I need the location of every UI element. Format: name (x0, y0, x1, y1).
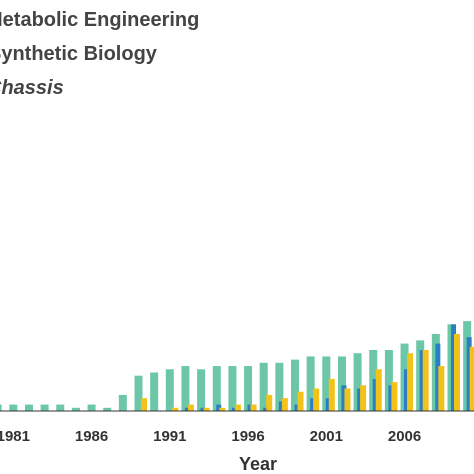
legend-label-synthetic-biology: Synthetic Biology (0, 43, 158, 65)
x-tick-label: 1996 (231, 428, 264, 445)
bar-chassis-2006 (404, 369, 410, 411)
bar-metabolic-engineering-1991 (165, 369, 174, 411)
bar-synthetic-biology-2007 (422, 350, 429, 411)
bar-metabolic-engineering-1997 (259, 362, 268, 411)
bar-synthetic-biology-2010 (469, 346, 474, 411)
bar-synthetic-biology-2008 (438, 366, 445, 411)
bar-chassis-1999 (294, 404, 300, 411)
bar-chassis-1995 (231, 407, 237, 411)
bar-metabolic-engineering-1995 (228, 366, 237, 411)
bar-chassis-2001 (325, 398, 331, 411)
bar-metabolic-engineering-1988 (118, 394, 127, 411)
bar-metabolic-engineering-1989 (134, 375, 143, 411)
bar-synthetic-biology-1991 (172, 407, 179, 411)
bar-chassis-1996 (247, 404, 253, 411)
bar-synthetic-biology-2004 (375, 369, 382, 411)
bar-metabolic-engineering-1990 (150, 372, 159, 411)
bar-synthetic-biology-1989 (141, 398, 147, 411)
bar-chassis-2000 (310, 398, 316, 411)
bar-chassis-1997 (263, 407, 269, 411)
bar-synthetic-biology-2003 (360, 385, 367, 411)
bar-synthetic-biology-2006 (407, 353, 414, 411)
bar-synthetic-biology-1993 (203, 407, 210, 411)
legend-label-metabolic-engineering: Metabolic Engineering (0, 9, 199, 31)
bar-chassis-1993 (200, 407, 206, 411)
bar-metabolic-engineering-1986 (87, 404, 96, 411)
bar-metabolic-engineering-1993 (197, 369, 206, 411)
bar-synthetic-biology-2002 (344, 388, 351, 411)
x-tick-label: 2001 (310, 428, 343, 445)
x-axis-title: Year (239, 454, 277, 474)
bar-metabolic-engineering-2000 (306, 356, 315, 411)
bar-metabolic-engineering-1983 (40, 404, 49, 411)
bar-synthetic-biology-2000 (313, 388, 320, 411)
bar-metabolic-engineering-2003 (353, 353, 362, 411)
bars-layer (0, 321, 474, 411)
bar-chassis-2007 (419, 350, 425, 411)
bar-metabolic-engineering-1980 (0, 404, 2, 411)
bar-chassis-2010 (466, 337, 472, 411)
bar-metabolic-engineering-1987 (103, 407, 112, 411)
bar-metabolic-engineering-1996 (244, 366, 253, 411)
bar-metabolic-engineering-2005 (384, 350, 393, 411)
bar-synthetic-biology-2001 (328, 378, 335, 411)
bar-metabolic-engineering-1982 (24, 404, 33, 411)
bar-chassis-1994 (216, 404, 222, 411)
bar-chassis-2005 (388, 385, 394, 411)
x-tick-label: 1991 (153, 428, 186, 445)
bar-synthetic-biology-1995 (234, 404, 241, 411)
bar-chassis-2003 (357, 388, 363, 411)
bar-metabolic-engineering-1992 (181, 366, 190, 411)
bar-chassis-1998 (278, 401, 284, 411)
bar-synthetic-biology-1997 (266, 394, 273, 411)
x-tick-label: 1981 (0, 428, 30, 445)
bar-metabolic-engineering-1984 (56, 404, 65, 411)
bar-chassis-2002 (341, 385, 347, 411)
legend: Metabolic Engineering Synthetic Biology … (0, 9, 199, 99)
bar-metabolic-engineering-2001 (322, 356, 331, 411)
x-ticks: 19811986199119962001200620 (0, 428, 421, 445)
bar-chassis-2008 (435, 343, 441, 411)
bar-synthetic-biology-2005 (391, 382, 398, 411)
bar-synthetic-biology-1996 (250, 404, 257, 411)
bar-metabolic-engineering-1981 (9, 404, 18, 411)
bar-synthetic-biology-1994 (219, 407, 226, 411)
bar-synthetic-biology-1999 (297, 391, 304, 411)
x-tick-label: 1986 (75, 428, 108, 445)
legend-label-chassis: Chassis (0, 77, 64, 99)
bar-metabolic-engineering-1985 (71, 407, 80, 411)
bar-synthetic-biology-2009 (454, 333, 460, 411)
bar-chassis-2004 (372, 378, 378, 411)
bar-synthetic-biology-1992 (187, 404, 194, 411)
bar-synthetic-biology-1998 (281, 398, 288, 411)
bar-metabolic-engineering-1999 (291, 359, 299, 411)
bar-chassis-1992 (184, 407, 190, 411)
bar-chassis-2009 (451, 324, 456, 411)
bar-metabolic-engineering-1994 (212, 366, 221, 411)
bar-metabolic-engineering-1998 (275, 362, 284, 411)
x-tick-label: 2006 (388, 428, 421, 445)
bar-metabolic-engineering-2002 (337, 356, 346, 411)
